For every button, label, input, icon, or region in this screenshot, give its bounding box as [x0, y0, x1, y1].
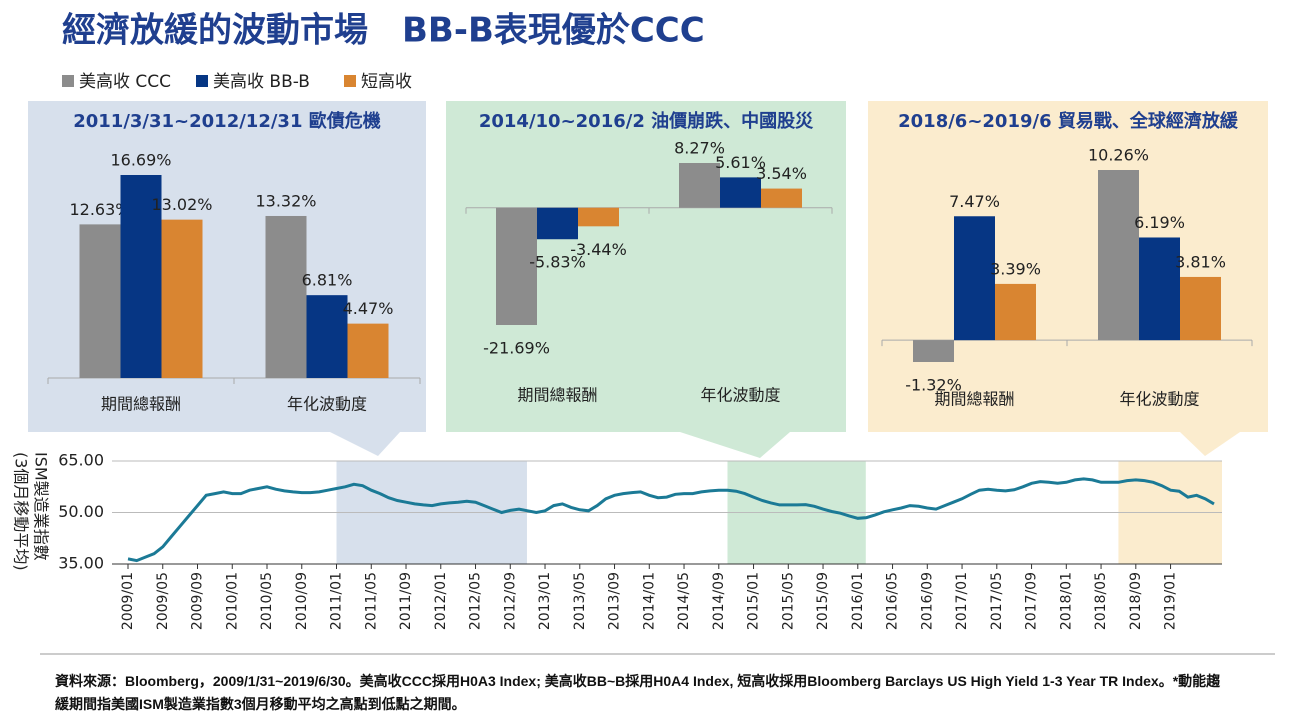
- bar: [1180, 276, 1221, 341]
- value-label: -3.44%: [570, 240, 627, 259]
- panel-title: 2011/3/31~2012/12/31 歐債危機: [73, 110, 381, 132]
- value-label: 8.27%: [674, 139, 725, 158]
- x-tick-label: 2015/05: [780, 572, 796, 630]
- x-tick-label: 2010/05: [259, 572, 275, 630]
- x-tick-label: 2009/09: [190, 572, 206, 630]
- x-tick-label: 2013/09: [607, 572, 623, 630]
- x-tick-label: 2012/01: [433, 572, 449, 630]
- bar: [761, 188, 802, 208]
- bar: [496, 207, 537, 325]
- bar: [1098, 170, 1139, 341]
- bar: [347, 323, 389, 378]
- value-label: 4.47%: [343, 299, 394, 318]
- value-label: 6.81%: [302, 271, 353, 290]
- bar: [679, 163, 720, 208]
- x-tick-label: 2016/01: [850, 572, 866, 630]
- value-label: 3.81%: [1175, 252, 1226, 271]
- y-tick-label: 50.00: [58, 502, 104, 521]
- value-label: 12.63%: [69, 200, 130, 219]
- panel-title: 2014/10~2016/2 油價崩跌、中國股災: [479, 110, 814, 132]
- category-label: 期間總報酬: [517, 386, 597, 405]
- bar: [995, 283, 1036, 341]
- value-label: 5.61%: [715, 153, 766, 172]
- x-tick-label: 2014/09: [711, 572, 727, 630]
- x-tick-label: 2018/05: [1093, 572, 1109, 630]
- x-tick-label: 2012/09: [502, 572, 518, 630]
- value-label: 3.39%: [990, 259, 1041, 278]
- x-tick-label: 2016/05: [885, 572, 901, 630]
- bar: [720, 177, 761, 208]
- x-tick-label: 2013/01: [537, 572, 553, 630]
- x-tick-label: 2017/01: [954, 572, 970, 630]
- category-label: 期間總報酬: [934, 390, 1014, 409]
- x-tick-label: 2015/09: [815, 572, 831, 630]
- value-label: -5.83%: [529, 253, 586, 272]
- callout-pointer: [1180, 432, 1240, 456]
- x-tick-label: 2010/09: [294, 572, 310, 630]
- bar: [161, 219, 203, 378]
- legend-label: 短高收: [361, 72, 412, 92]
- x-tick-label: 2010/01: [224, 572, 240, 630]
- value-label: 10.26%: [1088, 146, 1149, 165]
- x-tick-label: 2009/05: [155, 572, 171, 630]
- legend-swatch: [196, 75, 208, 87]
- callout-pointer: [680, 432, 790, 458]
- bar: [265, 215, 307, 378]
- bar: [913, 340, 954, 362]
- bar: [79, 224, 121, 378]
- x-tick-label: 2013/05: [572, 572, 588, 630]
- bar: [1139, 237, 1180, 341]
- value-label: -21.69%: [483, 339, 550, 358]
- value-label: 13.02%: [151, 195, 212, 214]
- x-tick-label: 2015/01: [746, 572, 762, 630]
- value-label: 13.32%: [255, 191, 316, 210]
- x-tick-label: 2011/01: [329, 572, 345, 630]
- bar: [120, 175, 162, 378]
- x-tick-label: 2019/01: [1163, 572, 1179, 630]
- footnote: 資料來源：Bloomberg，2009/1/31~2019/6/30。美高收CC…: [55, 673, 1221, 712]
- legend-label: 美高收 BB-B: [213, 72, 310, 92]
- y-axis-label: ISM製造業指數: [32, 452, 51, 561]
- category-label: 期間總報酬: [101, 395, 181, 414]
- y-tick-label: 65.00: [58, 451, 104, 470]
- bar: [954, 216, 995, 341]
- x-tick-label: 2014/05: [676, 572, 692, 630]
- callout-pointer: [330, 432, 400, 456]
- x-tick-label: 2009/01: [120, 572, 136, 630]
- value-label: 3.54%: [756, 164, 807, 183]
- bar: [537, 207, 578, 240]
- category-label: 年化波動度: [700, 386, 780, 405]
- y-tick-label: 35.00: [58, 554, 104, 573]
- category-label: 年化波動度: [1119, 390, 1199, 409]
- value-label: 7.47%: [949, 192, 1000, 211]
- legend-swatch: [62, 75, 74, 87]
- legend-swatch: [344, 75, 356, 87]
- bar: [578, 207, 619, 227]
- y-axis-label: (3個月移動平均): [12, 452, 31, 571]
- line-series: [127, 477, 1215, 563]
- x-tick-label: 2017/09: [1024, 572, 1040, 630]
- panel-background: [868, 101, 1268, 432]
- x-tick-label: 2016/09: [919, 572, 935, 630]
- x-tick-label: 2018/09: [1128, 572, 1144, 630]
- x-tick-label: 2014/01: [641, 572, 657, 630]
- x-tick-label: 2011/05: [363, 572, 379, 630]
- x-tick-label: 2011/09: [398, 572, 414, 630]
- panel-title: 2018/6~2019/6 貿易戰、全球經濟放緩: [898, 110, 1239, 132]
- legend-label: 美高收 CCC: [79, 72, 171, 92]
- category-label: 年化波動度: [287, 395, 367, 414]
- x-tick-label: 2017/05: [989, 572, 1005, 630]
- x-tick-label: 2012/05: [468, 572, 484, 630]
- bar: [306, 295, 348, 378]
- value-label: 16.69%: [110, 151, 171, 170]
- page-title: 經濟放緩的波動市場 BB-B表現優於CCC: [62, 11, 705, 51]
- value-label: -1.32%: [905, 376, 962, 395]
- chart: 經濟放緩的波動市場 BB-B表現優於CCC 美高收 CCC 美高收 BB-B 短高收…: [12, 11, 1275, 655]
- value-label: 6.19%: [1134, 213, 1185, 232]
- x-tick-label: 2018/01: [1058, 572, 1074, 630]
